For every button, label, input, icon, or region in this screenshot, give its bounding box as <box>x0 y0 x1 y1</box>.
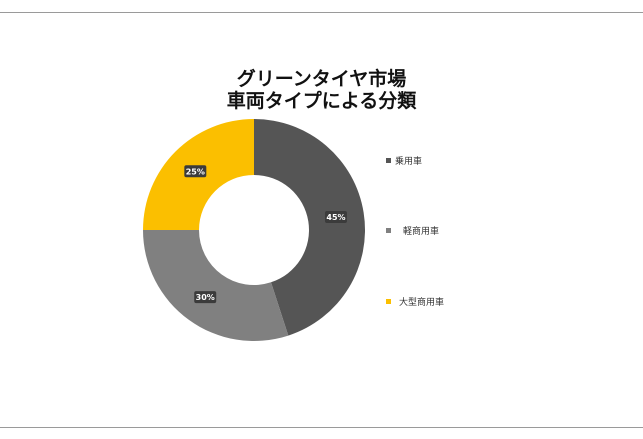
legend-item-heavy-commercial: 大型商用車 <box>386 295 444 308</box>
data-label-bg <box>324 211 347 224</box>
data-label-bg <box>184 165 207 178</box>
bottom-divider <box>0 427 643 428</box>
legend-label: 乗用車 <box>395 157 423 167</box>
legend-item-light-commercial: 軽商用車 <box>386 224 439 237</box>
chart-title-line-1: グリーンタイヤ市場 <box>236 68 407 90</box>
data-label: 30% <box>194 291 217 304</box>
legend-swatch <box>386 158 391 163</box>
data-label-text: 25% <box>186 167 205 176</box>
legend-label: 軽商用車 <box>403 227 440 237</box>
legend-item-passenger: 乗用車 <box>386 154 422 167</box>
legend-swatch <box>386 228 391 233</box>
data-label: 45% <box>324 211 347 224</box>
slice-light-commercial <box>143 230 289 341</box>
data-label: 25% <box>184 165 207 178</box>
top-divider <box>0 12 643 13</box>
data-label-bg <box>194 291 217 304</box>
legend-label: 大型商用車 <box>399 298 445 308</box>
slice-passenger <box>254 119 365 336</box>
data-label-text: 45% <box>326 213 345 222</box>
legend-swatch <box>386 299 391 304</box>
data-label-text: 30% <box>196 293 215 302</box>
chart-title-line-2: 車両タイプによる分類 <box>226 90 417 112</box>
chart-title: グリーンタイヤ市場 車両タイプによる分類 <box>0 68 643 112</box>
